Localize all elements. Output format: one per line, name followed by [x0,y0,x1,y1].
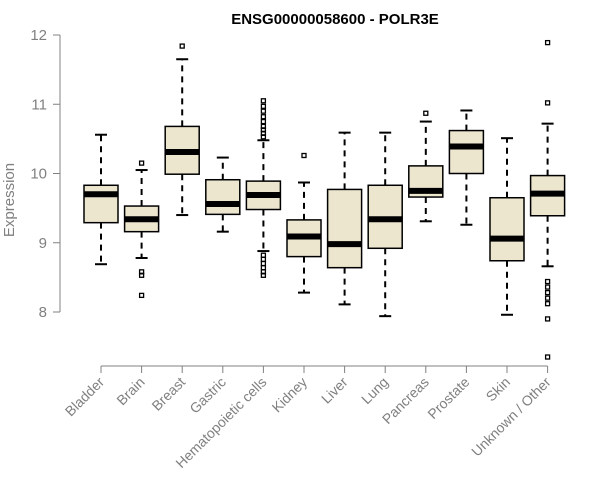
box-group [367,131,403,318]
y-tick-label: 11 [31,96,47,113]
x-tick-label: Prostate [424,374,472,422]
outlier-point [260,272,267,278]
chart-title: ENSG00000058600 - POLR3E [231,11,439,28]
y-axis: 8 9 10 11 12 [30,27,61,321]
x-tick-label: Kidney [269,374,311,416]
outlier-point [260,118,267,125]
outlier-point [179,43,185,49]
outlier-point [260,260,267,267]
outlier-point [544,278,551,285]
y-tick-label: 12 [30,27,47,44]
outlier-point [544,284,551,290]
x-tick-label: Skin [483,374,514,405]
outlier-point [301,152,307,159]
box-iqr [83,184,119,224]
box-group [529,39,566,360]
x-tick-label: Breast [148,374,188,414]
outlier-point [260,114,267,120]
outlier-point [544,301,551,307]
x-tick-label: Bladder [62,374,108,420]
box-group [123,160,160,299]
box-group [245,98,282,278]
outlier-point [260,134,267,140]
box-group [83,133,119,266]
outlier-point [544,316,551,322]
outlier-point [138,272,145,278]
outlier-point [544,354,551,360]
outlier-point [544,39,551,46]
outlier-point [260,98,267,104]
box-iqr [489,196,525,262]
box-group [448,109,485,226]
box-iqr [205,178,241,216]
x-tick-label: Lung [358,374,391,407]
box-group [326,131,363,306]
outlier-point [544,100,551,106]
x-tick-label: Brain [113,374,147,408]
outlier-point [138,160,145,166]
outlier-point [138,292,145,299]
y-tick-label: 10 [30,166,47,183]
outlier-point [260,108,267,114]
outlier-point [260,256,267,263]
outlier-point [260,252,267,258]
outlier-point [260,265,267,271]
y-axis-label: Expression [1,163,18,237]
box-iqr [448,129,485,175]
outlier-point [260,103,267,109]
y-tick-label: 8 [39,304,47,321]
box-group [408,110,444,223]
box-group [286,152,322,294]
x-tick-label: Liver [318,374,351,407]
box-iqr [326,188,363,269]
box-group [205,156,241,233]
y-tick-label: 9 [39,235,47,252]
box-group [164,43,200,217]
box-group [489,137,525,316]
outlier-point [544,289,551,296]
outlier-point [423,110,429,116]
boxes [83,39,566,360]
outlier-point [544,295,551,301]
